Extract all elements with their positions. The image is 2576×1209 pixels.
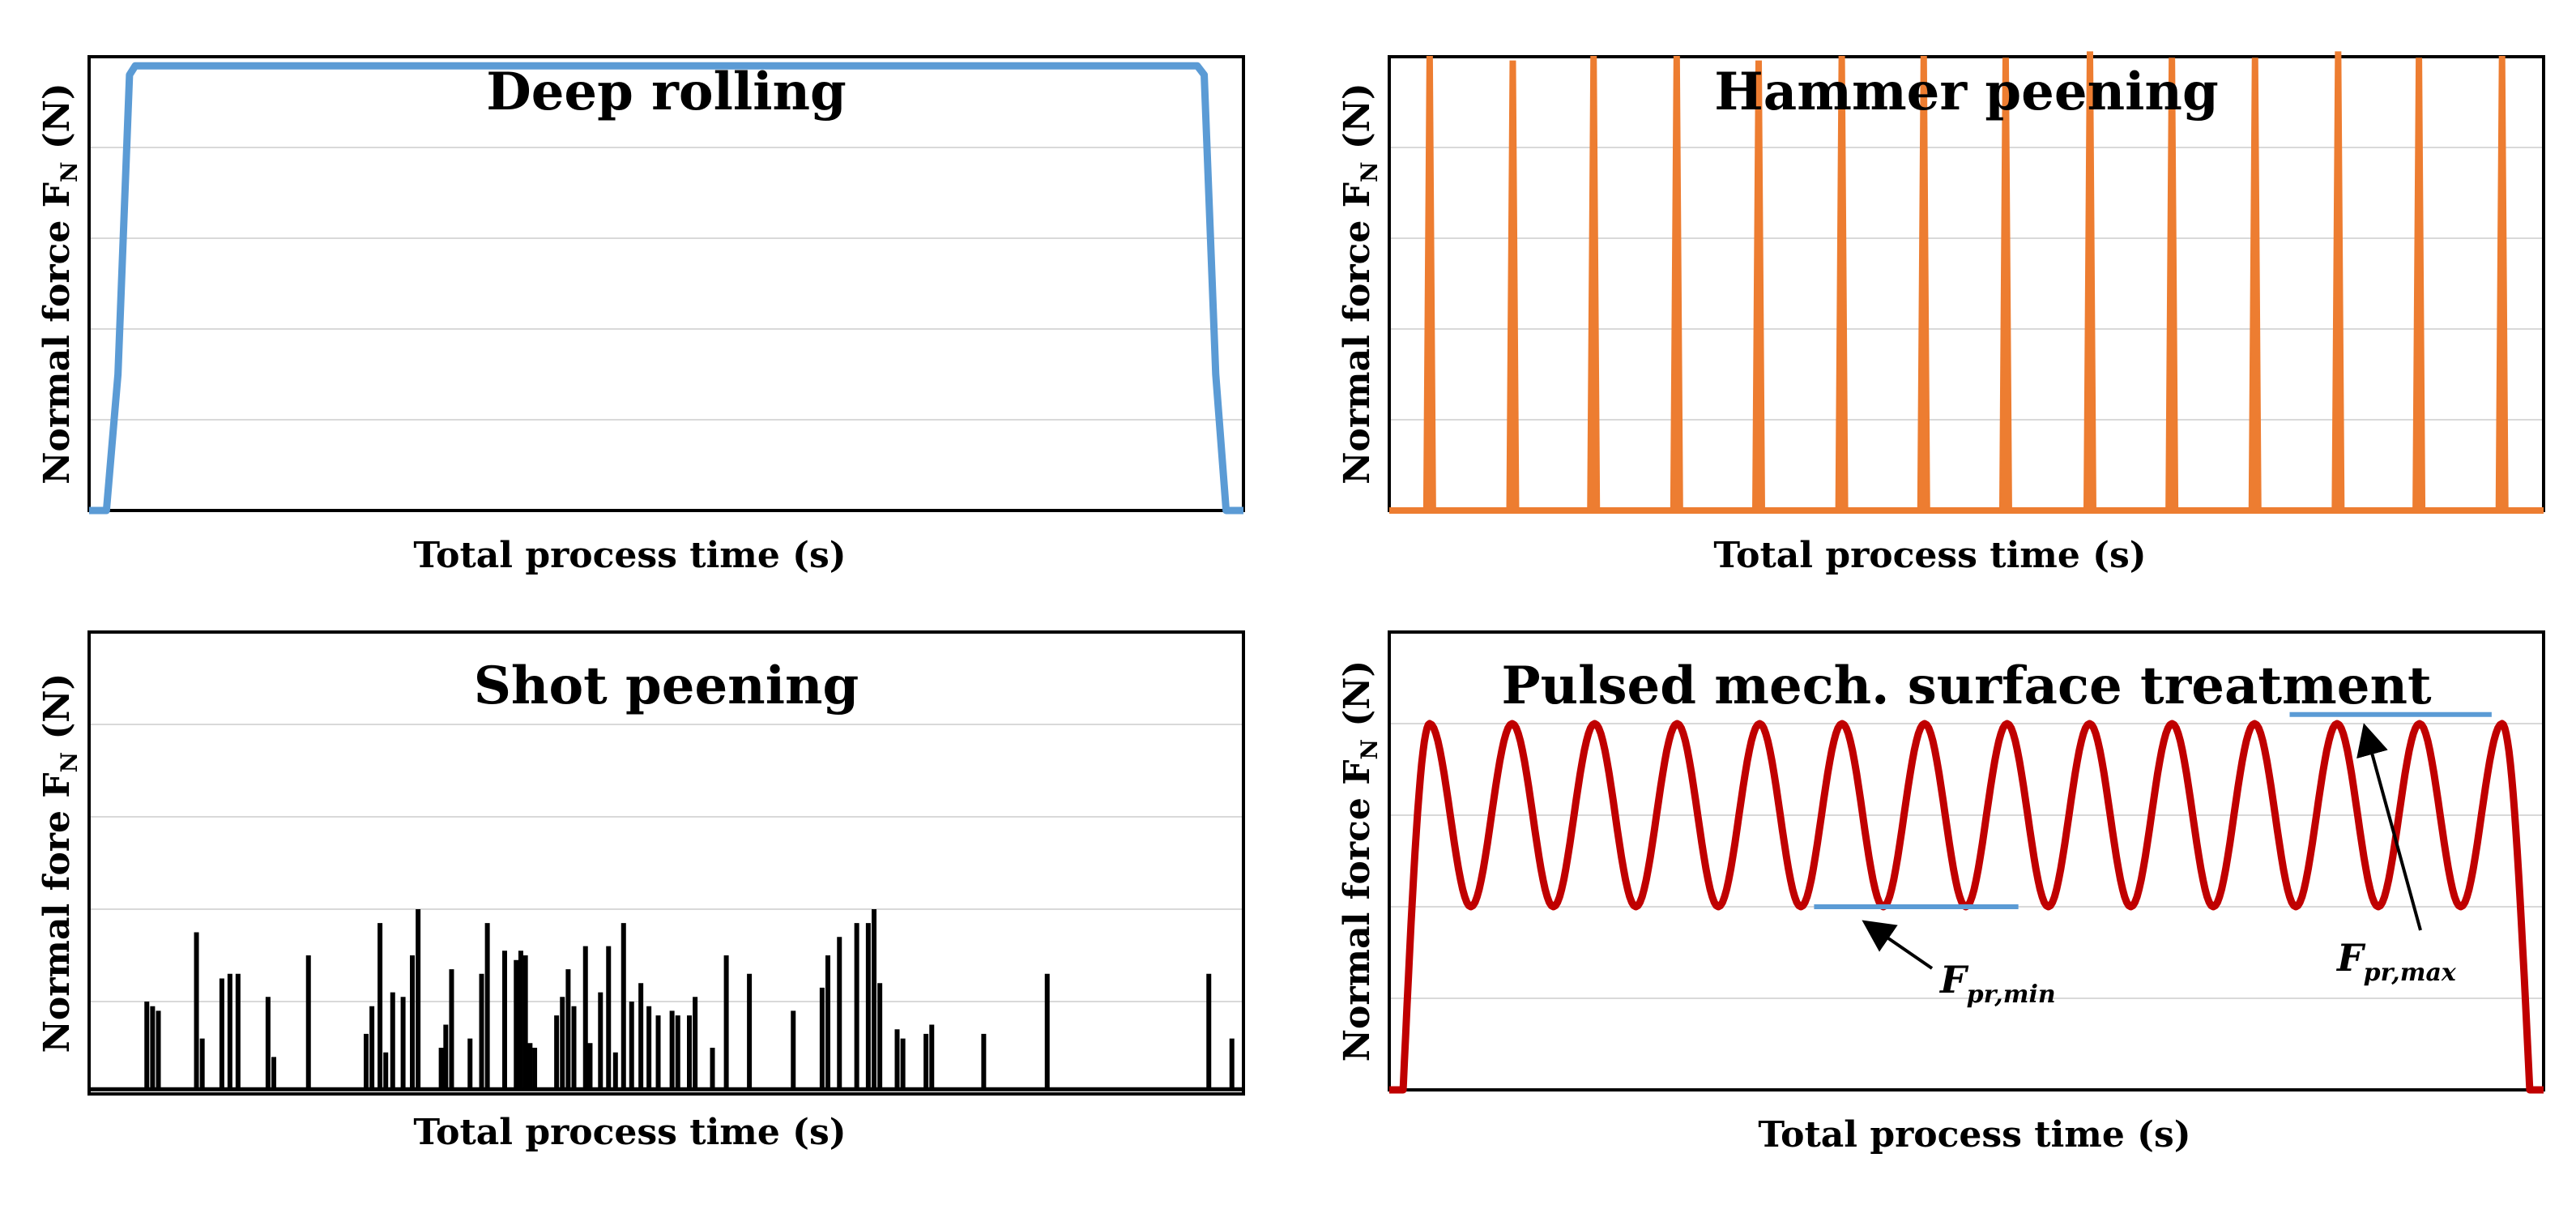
x-axis-label: Total process time (s)	[1713, 535, 2146, 576]
impact-spike	[1835, 56, 1849, 511]
gridlines	[89, 724, 1243, 1002]
fpr-min-label: Fpr,min	[1938, 958, 2056, 1009]
impact-spike	[1422, 56, 1436, 511]
annotations: Fpr,min Fpr,max	[1814, 711, 2492, 1009]
impact-spike	[2495, 56, 2509, 511]
chart-title: Shot peening	[474, 656, 859, 716]
chart-shot-peening: Shot peening Total process time (s) Norm…	[36, 630, 1245, 1153]
impact-series	[1389, 51, 2544, 514]
fpr-max-label: Fpr,max	[2335, 936, 2457, 987]
gridlines	[1389, 723, 2544, 999]
chart-title: Hammer peening	[1714, 62, 2218, 122]
impact-spike	[1998, 58, 2012, 511]
impact-spike	[2248, 58, 2262, 511]
impact-spike	[2083, 51, 2096, 511]
force-line	[89, 62, 1243, 515]
chart-pulsed-mech-surface-treatment: Fpr,min Fpr,max Pulsed mech. surface trea…	[1337, 630, 2545, 1156]
x-axis-label: Total process time (s)	[413, 535, 846, 576]
plot-frame	[87, 630, 1245, 1096]
chart-deep-rolling: Deep rolling Total process time (s) Norm…	[36, 55, 1245, 576]
chart-hammer-peening: Hammer peening Total process time (s) No…	[1337, 51, 2545, 576]
fpr-max-arrow	[2356, 723, 2422, 931]
gridlines	[89, 147, 1243, 421]
x-axis-label: Total process time (s)	[413, 1112, 846, 1153]
impact-spike	[2412, 58, 2426, 511]
impact-spike	[1751, 60, 1766, 511]
fpr-min-arrow	[1862, 920, 1934, 970]
y-axis-label: Normal fore FN (N)	[36, 673, 83, 1053]
gridlines	[1389, 147, 2544, 421]
impact-series	[89, 909, 1243, 1092]
plot-frame	[87, 55, 1245, 512]
impact-spike	[2331, 51, 2345, 511]
plot-frame	[1388, 630, 2545, 1092]
x-axis-label: Total process time (s)	[1758, 1114, 2190, 1156]
impact-spike	[1506, 60, 1520, 511]
y-axis-label: Normal force FN (N)	[1337, 660, 1383, 1062]
chart-title: Deep rolling	[486, 62, 847, 122]
impact-spike	[1917, 56, 1930, 511]
impact-spike	[1670, 56, 1683, 511]
chart-title: Pulsed mech. surface treatment	[1501, 656, 2432, 716]
y-axis-label: Normal force FN (N)	[1337, 83, 1383, 484]
impact-spike	[1587, 56, 1601, 511]
plot-frame	[1388, 55, 2545, 512]
impact-spike	[2165, 58, 2179, 511]
force-curve	[89, 62, 1243, 515]
y-axis-label: Normal force FN (N)	[36, 83, 83, 484]
